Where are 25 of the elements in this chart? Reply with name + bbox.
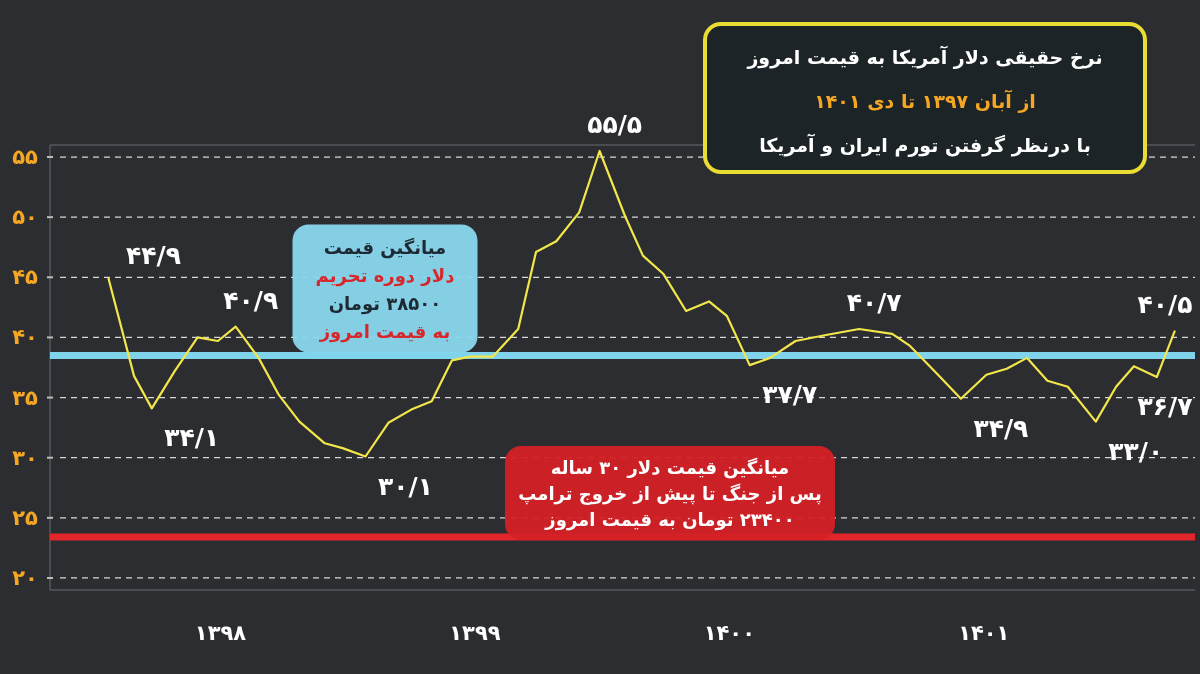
annotation: ۳۴/۱ (164, 423, 220, 453)
chart-title: نرخ حقیقی دلار آمریکا به قیمت امروز (746, 45, 1103, 69)
annotation: ۴۰/۹ (223, 285, 279, 315)
chart-subtitle: از آبان ۱۳۹۷ تا دی ۱۴۰۱ با درنظر گرفتن تورم ایران و آمریکا (759, 89, 1091, 157)
y-tick-label: ۵۰ (12, 205, 38, 230)
y-tick-label: ۲۰ (12, 565, 38, 590)
x-tick-label: ۱۳۹۹ (449, 621, 501, 645)
annotation: ۳۰/۱ (378, 471, 433, 501)
x-tick-label: ۱۴۰۰ (703, 621, 756, 645)
y-tick-label: ۵۵ (12, 145, 38, 170)
annotation: ۴۰/۵ (1137, 290, 1193, 320)
annotation: ۳۷/۷ (762, 380, 818, 410)
annotation: ۳۴/۹ (973, 413, 1029, 443)
x-tick-label: ۱۴۰۱ (958, 621, 1010, 645)
annotation: ۳۶/۷ (1137, 392, 1193, 422)
annotation: ۳۳/۰ (1108, 436, 1164, 466)
annotation: ۵۵/۵ (587, 110, 643, 140)
y-tick-label: ۴۵ (12, 265, 38, 290)
y-tick-label: ۲۵ (12, 505, 38, 530)
y-tick-label: ۳۰ (12, 445, 38, 470)
x-tick-label: ۱۳۹۸ (194, 621, 247, 645)
y-tick-label: ۴۰ (12, 325, 38, 350)
annotation: ۴۰/۷ (846, 288, 902, 318)
annotation: ۴۴/۹ (126, 240, 181, 270)
y-tick-label: ۳۵ (12, 385, 38, 410)
